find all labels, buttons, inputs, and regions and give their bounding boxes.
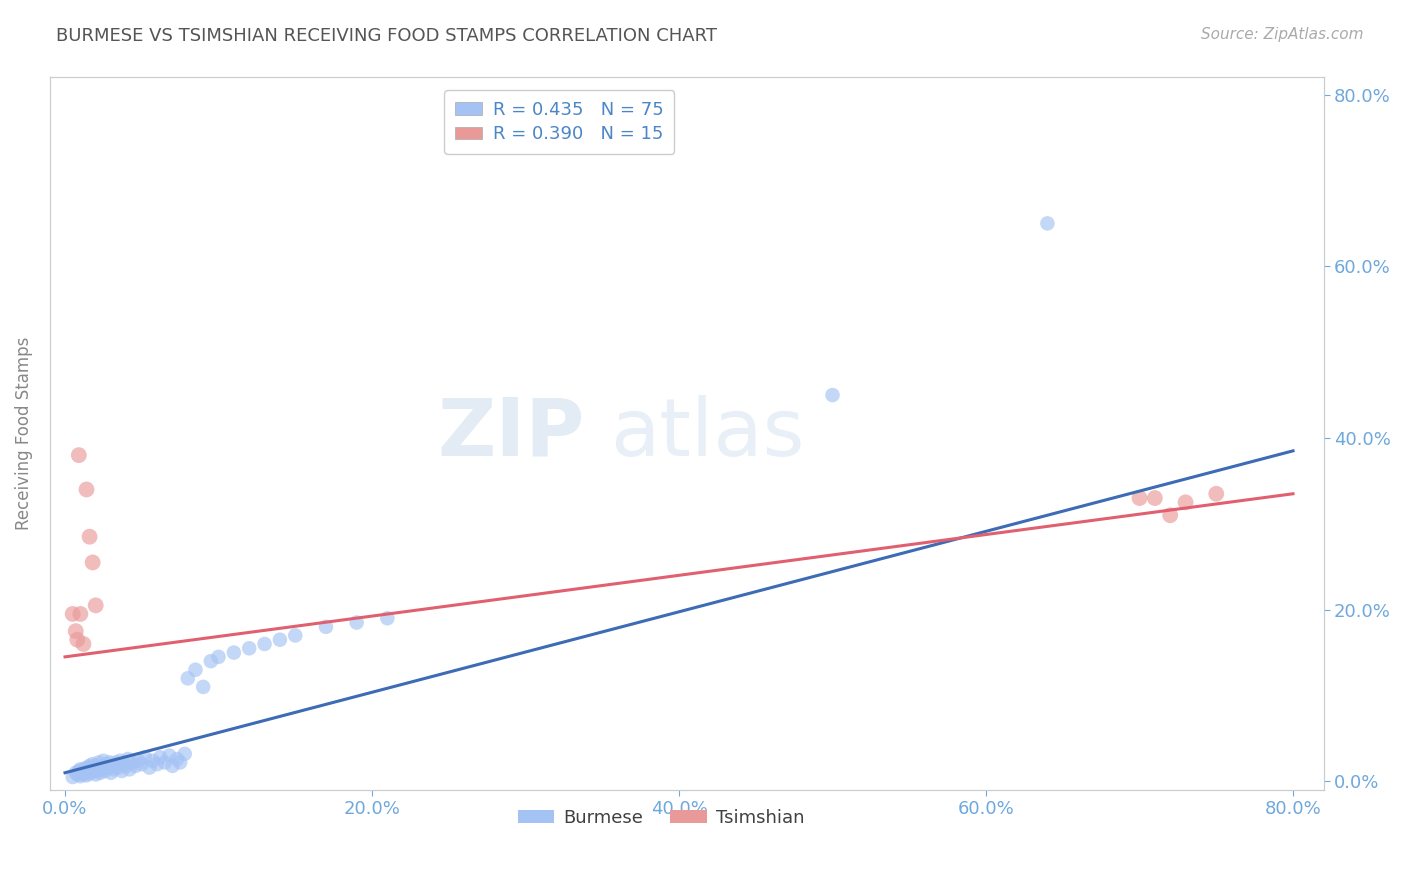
Point (77, 766, 100, 780)
Point (315, 620, 337, 634)
Point (82, 556, 104, 570)
Point (153, 756, 176, 770)
Point (84, 759, 107, 773)
Point (77, 761, 100, 775)
Point (73, 761, 96, 775)
Point (173, 747, 195, 761)
Point (141, 754, 163, 768)
Point (124, 759, 146, 773)
Point (1174, 495, 1197, 509)
Point (65, 624, 87, 639)
Point (84, 599, 107, 613)
Point (110, 754, 132, 768)
Point (128, 754, 150, 768)
Point (72, 764, 94, 778)
Point (93, 762, 115, 776)
Point (107, 761, 129, 775)
Text: Source: ZipAtlas.com: Source: ZipAtlas.com (1201, 27, 1364, 42)
Point (117, 752, 139, 766)
Point (69, 769, 91, 783)
Point (79, 759, 101, 773)
Point (96, 757, 118, 772)
Point (72, 765, 94, 780)
Point (70, 767, 93, 781)
Point (94, 764, 117, 778)
Text: ZIP: ZIP (437, 394, 585, 473)
Point (191, 680, 214, 694)
Point (80, 761, 103, 775)
Point (162, 759, 184, 773)
Point (69, 607, 91, 621)
Point (86, 764, 108, 778)
Point (253, 637, 276, 651)
Y-axis label: Receiving Food Stamps: Receiving Food Stamps (15, 337, 32, 531)
Point (65, 765, 87, 780)
Legend: Burmese, Tsimshian: Burmese, Tsimshian (512, 802, 811, 834)
Point (84, 767, 107, 781)
Point (118, 762, 141, 776)
Point (80, 765, 103, 780)
Point (98, 756, 121, 770)
Point (67, 764, 90, 778)
Point (346, 615, 368, 630)
Point (104, 756, 127, 770)
Point (1128, 491, 1150, 505)
Text: BURMESE VS TSIMSHIAN RECEIVING FOOD STAMPS CORRELATION CHART: BURMESE VS TSIMSHIAN RECEIVING FOOD STAM… (56, 27, 717, 45)
Point (115, 759, 138, 773)
Point (76, 768, 98, 782)
Point (66, 767, 89, 781)
Point (69, 762, 91, 776)
Point (149, 750, 172, 764)
Point (97, 761, 120, 775)
Point (82, 757, 104, 772)
Point (87, 756, 110, 770)
Point (111, 764, 134, 778)
Point (269, 632, 291, 647)
Point (62, 607, 84, 621)
Point (184, 663, 207, 677)
Point (1036, 216, 1059, 230)
Point (66, 632, 89, 647)
Point (82, 764, 104, 778)
Point (166, 752, 188, 766)
Point (89, 765, 111, 780)
Point (821, 388, 844, 402)
Point (101, 759, 124, 773)
Point (121, 756, 143, 770)
Point (1159, 508, 1181, 523)
Point (112, 757, 135, 772)
Point (177, 671, 200, 685)
Point (76, 483, 98, 497)
Point (72, 637, 94, 651)
Point (87, 761, 110, 775)
Point (157, 748, 180, 763)
Point (284, 628, 307, 642)
Point (169, 756, 191, 770)
Text: atlas: atlas (610, 394, 804, 473)
Point (79, 530, 101, 544)
Point (67, 448, 90, 462)
Point (100, 765, 122, 780)
Point (62, 770, 84, 784)
Point (134, 750, 156, 764)
Point (238, 641, 260, 656)
Point (131, 757, 153, 772)
Point (138, 761, 160, 775)
Point (377, 611, 399, 625)
Point (207, 649, 229, 664)
Point (79, 764, 101, 779)
Point (93, 754, 115, 768)
Point (222, 646, 245, 660)
Point (76, 763, 98, 777)
Point (146, 757, 169, 772)
Point (90, 759, 112, 773)
Point (1143, 491, 1166, 505)
Point (1205, 487, 1227, 501)
Point (83, 762, 105, 776)
Point (200, 654, 222, 668)
Point (103, 762, 125, 776)
